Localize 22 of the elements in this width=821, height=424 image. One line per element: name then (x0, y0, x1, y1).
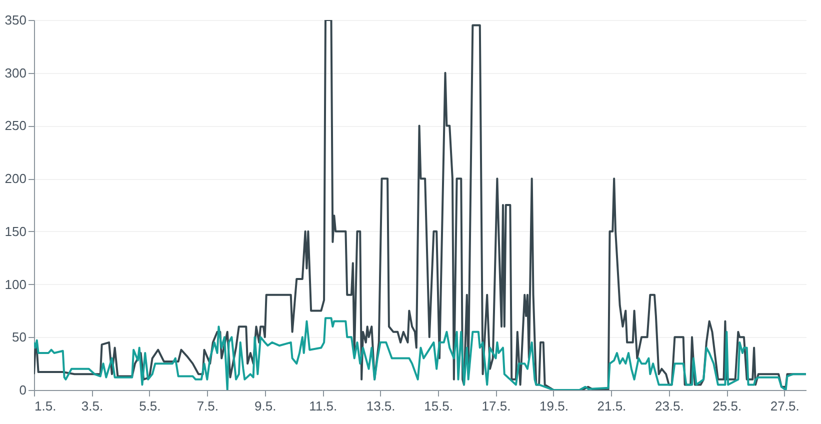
y-tick-label: 350 (4, 12, 26, 28)
x-tick-label: 23.5. (654, 398, 684, 414)
x-tick-label: 11.5. (309, 398, 338, 414)
x-tick-label: 3.5. (81, 398, 104, 414)
x-tick-label: 1.5. (34, 398, 56, 414)
y-tick-label: 100 (4, 276, 26, 292)
x-tick-label: 17.5. (482, 398, 511, 414)
x-tick-label: 7.5. (196, 398, 219, 414)
x-tick-label: 21.5. (597, 398, 626, 414)
y-tick-label: 300 (4, 65, 26, 80)
x-tick-label: 25.5. (712, 398, 742, 414)
y-tick-label: 250 (4, 118, 26, 134)
y-tick-label: 50 (12, 330, 26, 345)
y-tick-label: 0 (19, 382, 26, 398)
x-tick-label: 9.5. (254, 398, 276, 414)
x-tick-label: 5.5. (139, 398, 161, 414)
y-tick-label: 150 (4, 224, 26, 239)
x-tick-label: 15.5. (424, 398, 453, 414)
y-tick-label: 200 (4, 171, 26, 186)
x-tick-label: 27.5. (770, 398, 800, 414)
x-tick-label: 19.5. (540, 398, 568, 414)
x-tick-label: 13.5. (366, 398, 396, 414)
